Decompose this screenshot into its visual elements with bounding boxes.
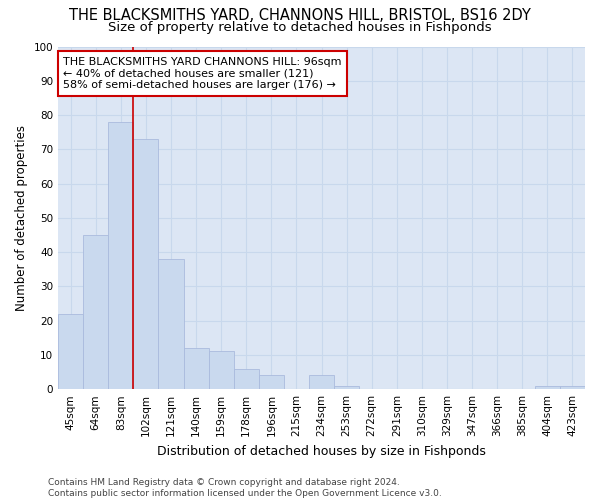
Bar	[58, 314, 83, 389]
Bar	[535, 386, 560, 389]
Bar	[259, 376, 284, 389]
Text: THE BLACKSMITHS YARD, CHANNONS HILL, BRISTOL, BS16 2DY: THE BLACKSMITHS YARD, CHANNONS HILL, BRI…	[69, 8, 531, 22]
Bar	[209, 352, 233, 389]
Text: Contains HM Land Registry data © Crown copyright and database right 2024.
Contai: Contains HM Land Registry data © Crown c…	[48, 478, 442, 498]
Bar	[560, 386, 585, 389]
Text: THE BLACKSMITHS YARD CHANNONS HILL: 96sqm
← 40% of detached houses are smaller (: THE BLACKSMITHS YARD CHANNONS HILL: 96sq…	[64, 57, 342, 90]
Bar	[108, 122, 133, 389]
Y-axis label: Number of detached properties: Number of detached properties	[15, 125, 28, 311]
Bar	[309, 376, 334, 389]
Bar	[83, 235, 108, 389]
Bar	[334, 386, 359, 389]
Bar	[233, 368, 259, 389]
Bar	[133, 139, 158, 389]
Bar	[158, 259, 184, 389]
X-axis label: Distribution of detached houses by size in Fishponds: Distribution of detached houses by size …	[157, 444, 486, 458]
Text: Size of property relative to detached houses in Fishponds: Size of property relative to detached ho…	[108, 21, 492, 34]
Bar	[184, 348, 209, 389]
